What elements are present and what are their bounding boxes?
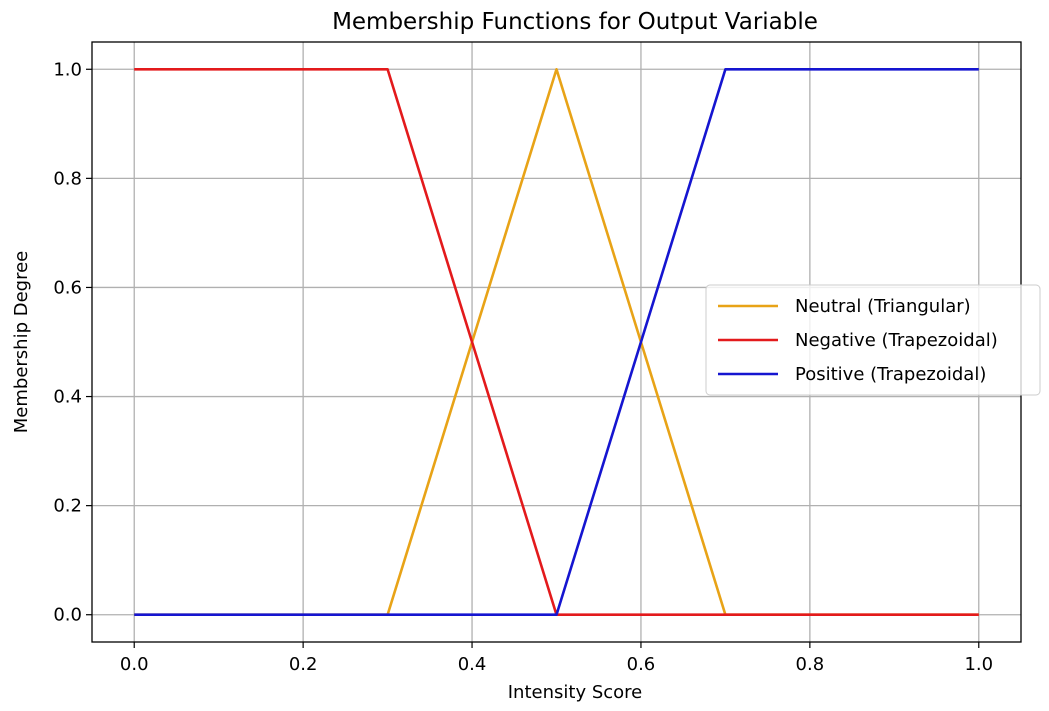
legend: Neutral (Triangular) Negative (Trapezoida… xyxy=(705,284,1041,396)
legend-label-negative: Negative (Trapezoidal) xyxy=(795,330,998,351)
axis-ticks: 0.0 0.2 0.4 0.6 0.8 1.0 0.0 0.2 0.4 0.6 0.8 1.0 xyxy=(53,59,993,675)
x-tick-label: 0.6 xyxy=(627,654,656,675)
legend-label-neutral: Neutral (Triangular) xyxy=(795,296,971,317)
legend-label-positive: Positive (Trapezoidal) xyxy=(795,364,986,385)
chart-title: Membership Functions for Output Variable xyxy=(332,9,818,35)
y-tick-label: 1.0 xyxy=(53,59,82,80)
x-tick-label: 0.0 xyxy=(120,654,149,675)
x-tick-label: 0.2 xyxy=(289,654,318,675)
y-tick-label: 0.2 xyxy=(53,496,82,517)
x-axis-label: Intensity Score xyxy=(508,682,642,703)
series-line-positive xyxy=(134,68,979,617)
y-axis-label: Membership Degree xyxy=(11,251,32,434)
y-tick-label: 0.8 xyxy=(53,168,82,189)
x-tick-label: 0.8 xyxy=(796,654,825,675)
y-tick-label: 0.0 xyxy=(53,605,82,626)
legend-box xyxy=(705,284,1041,396)
series-lines xyxy=(134,68,979,617)
series-line-negative xyxy=(134,68,979,617)
y-tick-label: 0.6 xyxy=(53,277,82,298)
x-tick-label: 0.4 xyxy=(458,654,487,675)
x-tick-label: 1.0 xyxy=(964,654,993,675)
y-tick-label: 0.4 xyxy=(53,387,82,408)
